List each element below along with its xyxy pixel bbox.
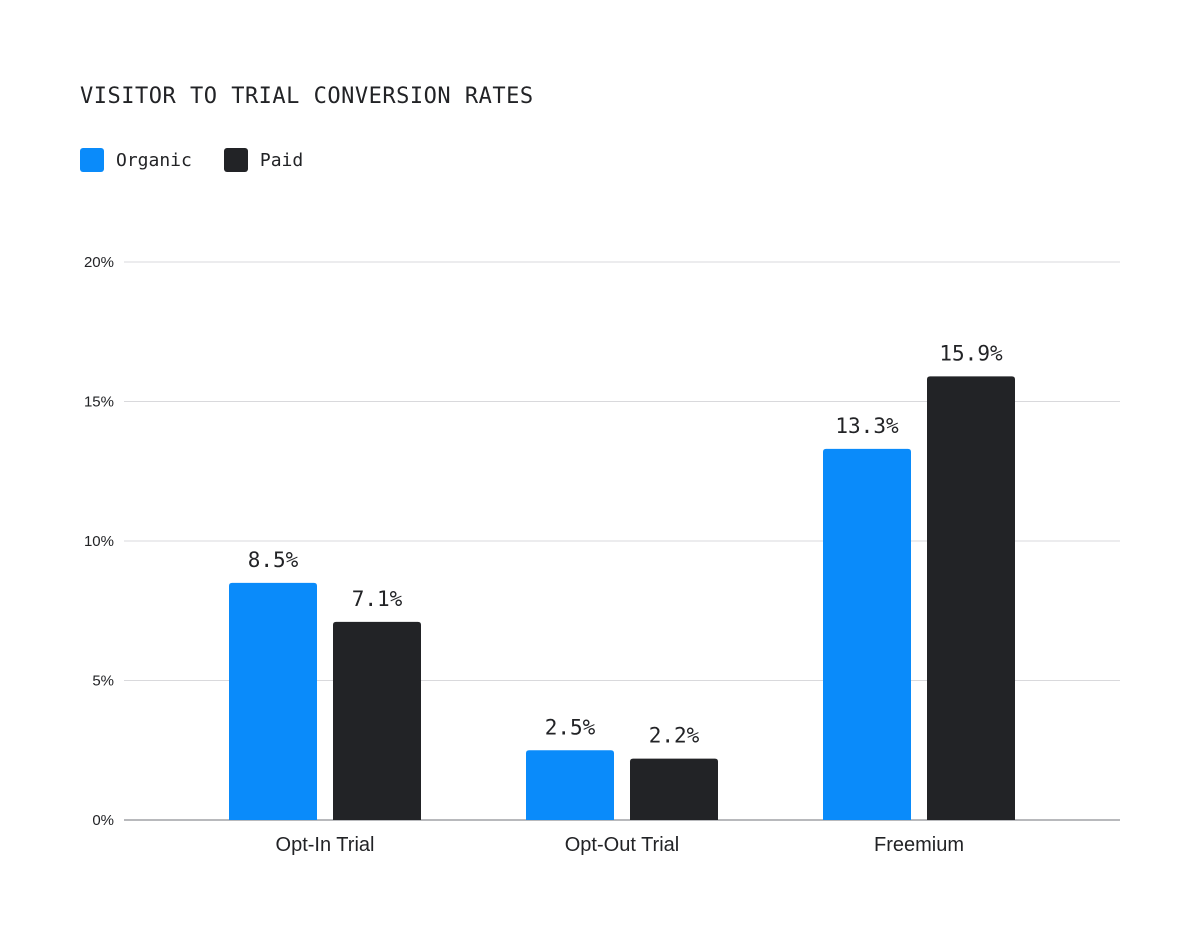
- y-axis-ticks: 0% 5% 10% 15% 20%: [84, 254, 114, 829]
- legend-label-paid: Paid: [259, 149, 304, 171]
- bar-organic-1: [229, 582, 317, 820]
- chart-title: VISITOR TO TRIAL CONVERSION RATES: [80, 84, 534, 109]
- data-label: 13.3%: [835, 414, 899, 438]
- legend: Organic Paid: [80, 148, 303, 172]
- y-tick-label: 10%: [84, 533, 114, 550]
- y-tick-label: 20%: [84, 254, 114, 271]
- bar-paid-2: [630, 758, 718, 820]
- category-label: Opt-Out Trial: [565, 834, 679, 856]
- y-tick-label: 0%: [92, 812, 114, 829]
- data-label: 15.9%: [939, 341, 1003, 365]
- data-label: 2.5%: [545, 715, 596, 739]
- category-label: Opt-In Trial: [276, 834, 375, 856]
- bar-paid-1: [333, 621, 421, 820]
- bar-organic-3: [823, 448, 911, 820]
- legend-swatch-paid: [223, 148, 248, 172]
- legend-item-organic: Organic: [80, 148, 192, 172]
- legend-label-organic: Organic: [116, 149, 192, 171]
- data-label: 2.2%: [649, 724, 700, 748]
- bar-organic-2: [526, 750, 614, 820]
- y-tick-label: 5%: [92, 673, 114, 690]
- legend-swatch-organic: [80, 148, 104, 172]
- y-tick-label: 15%: [84, 394, 114, 411]
- data-label: 7.1%: [352, 587, 403, 611]
- bars: [229, 376, 1015, 820]
- legend-item-paid: Paid: [223, 148, 304, 172]
- bar-paid-3: [927, 376, 1015, 820]
- data-label: 8.5%: [248, 548, 299, 572]
- category-label: Freemium: [874, 834, 964, 856]
- data-labels: 8.5% 7.1% 2.5% 2.2% 13.3% 15.9%: [248, 341, 1003, 747]
- x-axis-categories: Opt-In Trial Opt-Out Trial Freemium: [276, 834, 964, 856]
